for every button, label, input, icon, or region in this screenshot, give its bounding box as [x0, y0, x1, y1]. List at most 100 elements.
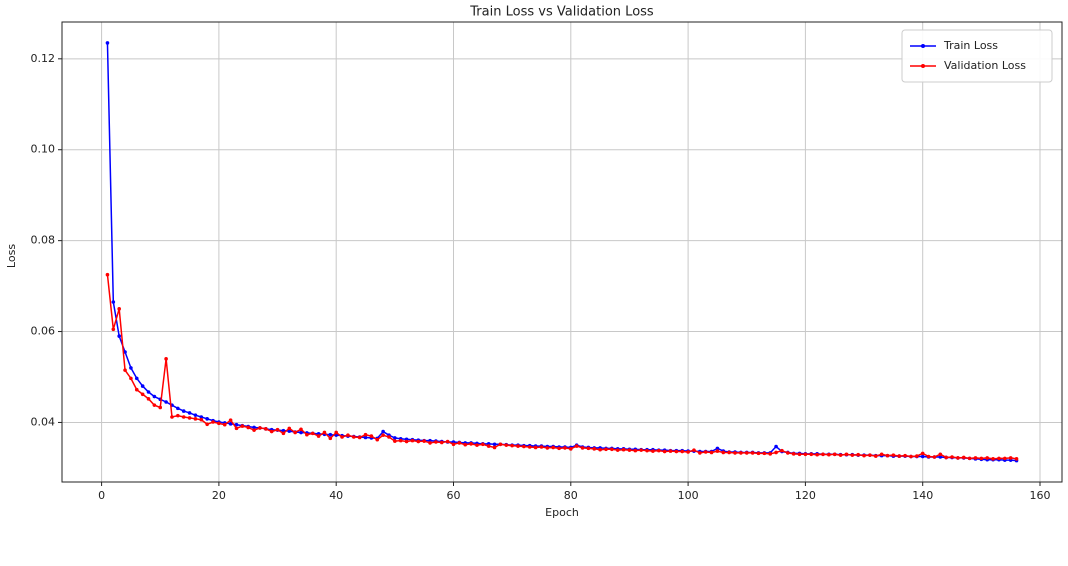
point [956, 456, 960, 460]
point [222, 422, 227, 427]
point [809, 452, 814, 457]
point [821, 452, 825, 457]
point [398, 438, 403, 443]
point [340, 435, 344, 439]
point [134, 376, 139, 381]
point [885, 453, 890, 458]
point [105, 41, 110, 45]
point [698, 451, 702, 455]
point [568, 447, 573, 451]
point [416, 439, 421, 444]
x-tick-label: 100 [678, 489, 699, 502]
point [504, 443, 509, 447]
point [797, 452, 802, 457]
point [346, 433, 350, 437]
point [791, 452, 796, 456]
point [275, 427, 280, 432]
x-tick-label: 140 [912, 489, 933, 502]
point [146, 390, 151, 394]
point [574, 444, 579, 448]
point [117, 307, 121, 311]
point [481, 442, 485, 447]
point [621, 447, 626, 452]
point [926, 454, 931, 459]
point [967, 456, 972, 461]
point [211, 420, 215, 424]
y-tick-label: 0.10 [31, 143, 56, 156]
point [164, 400, 168, 404]
point [944, 455, 948, 460]
point [316, 434, 321, 438]
point [651, 449, 655, 453]
point [674, 449, 679, 454]
point [328, 436, 333, 441]
point [668, 449, 673, 453]
plot-frame [61, 21, 1063, 483]
point [170, 415, 174, 419]
point [727, 450, 731, 455]
point [838, 453, 843, 457]
point [961, 455, 966, 460]
point [375, 437, 380, 442]
point [475, 443, 479, 447]
point [533, 445, 538, 450]
x-tick-label: 20 [212, 489, 226, 502]
point [832, 452, 837, 457]
point [176, 406, 180, 411]
point [369, 434, 374, 438]
point [973, 456, 978, 460]
point [439, 440, 444, 445]
point [305, 432, 309, 437]
point [598, 447, 602, 452]
point [486, 444, 491, 448]
point [932, 455, 937, 459]
point [451, 442, 456, 447]
point [756, 451, 761, 456]
point [287, 429, 292, 433]
point [1003, 456, 1007, 461]
point [310, 431, 315, 436]
y-tick-label: 0.04 [31, 415, 56, 428]
point [463, 442, 468, 447]
point [868, 453, 872, 457]
point [328, 432, 333, 437]
point [152, 403, 157, 407]
point [228, 418, 233, 422]
x-tick-label: 120 [795, 489, 816, 502]
point [117, 334, 121, 338]
point [252, 425, 256, 430]
point [938, 452, 943, 457]
point [445, 439, 450, 444]
point [410, 438, 415, 443]
legend-label: Train Loss [943, 39, 998, 52]
point [539, 445, 544, 449]
point [422, 439, 426, 443]
point [604, 447, 608, 452]
point [991, 457, 995, 461]
point [1008, 456, 1013, 460]
point [199, 417, 204, 422]
point [950, 455, 954, 459]
point [715, 449, 720, 453]
point [527, 445, 532, 449]
point [850, 453, 855, 457]
point [610, 447, 614, 452]
y-tick-label: 0.08 [31, 234, 56, 247]
point [240, 424, 245, 428]
point [281, 431, 286, 436]
point [750, 451, 755, 455]
point [721, 450, 726, 455]
point [187, 411, 192, 415]
point [938, 455, 943, 459]
point [709, 450, 714, 455]
point [803, 452, 808, 457]
point [363, 435, 368, 440]
point [492, 442, 497, 447]
point [176, 413, 180, 418]
point [680, 449, 685, 454]
point [252, 428, 256, 432]
point [181, 415, 186, 419]
point [891, 453, 896, 457]
point [1014, 457, 1019, 461]
